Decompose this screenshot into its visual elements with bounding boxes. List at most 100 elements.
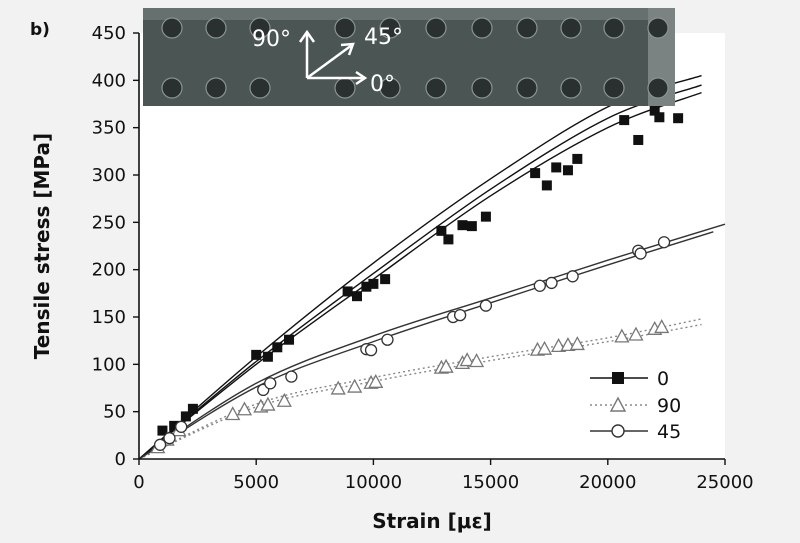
series-0-point-26 [654,112,665,123]
y-tick-label-4: 200 [92,260,126,281]
x-tick-label-3: 15000 [462,472,519,493]
inset-hole-top-2 [249,17,271,39]
series-0-curve-1 [138,84,702,460]
series-0-point-5 [262,351,273,362]
inset-hole-bottom-7 [516,77,538,99]
y-tick-label-1: 50 [103,402,126,423]
series-90-point-8 [330,380,346,395]
series-90-point-25 [654,319,670,334]
inset-photo-frame [143,8,675,106]
inset-hole-top-9 [603,17,625,39]
series-0-point-17 [480,211,491,222]
inset-label-0: 0° [370,72,395,97]
y-tick-label-7: 350 [92,118,126,139]
inset-hole-bottom-5 [425,77,447,99]
legend-item-0: 0 [590,368,669,390]
series-45-point-4 [264,377,277,390]
curves-layer [138,74,726,460]
series-90-point-3 [225,406,241,421]
series-0-point-3 [187,403,198,414]
series-45-point-14 [566,270,579,283]
legend-marker-45 [611,424,625,438]
legend-marker-90 [609,396,627,412]
x-tick-label-5: 25000 [696,472,753,493]
series-0-point-18 [530,168,541,179]
series-0-point-20 [551,162,562,173]
series-0-point-8 [342,286,353,297]
inset-label-90: 90° [252,27,291,52]
x-tick-label-1: 5000 [233,472,279,493]
inset-photo-shade [143,8,675,20]
series-0-point-4 [251,349,262,360]
series-90-point-22 [614,328,630,343]
inset-hole-bottom-10 [647,77,669,99]
series-0-point-23 [619,115,630,126]
series-45-point-7 [364,343,378,357]
series-0-point-21 [562,165,573,176]
series-90-point-11 [368,373,384,388]
legend-label-45: 45 [657,421,681,443]
y-tick-label-5: 250 [92,212,126,233]
series-90-point-9 [347,378,363,393]
series-0-point-27 [673,113,684,124]
panel-label: b) [30,20,50,40]
series-45-point-11 [479,299,493,312]
series-0-point-12 [380,274,391,285]
series-0-point-0 [157,425,168,436]
y-tick-label-2: 100 [92,354,126,375]
orientation-arrows-icon [298,29,368,86]
series-90-point-16 [468,353,485,368]
series-0-point-19 [541,180,552,191]
legend-label-0: 0 [657,368,669,390]
series-0-point-16 [466,221,477,232]
series-45-point-17 [657,236,671,249]
series-0-curve-0 [138,74,702,460]
inset-hole-top-10 [647,17,669,39]
series-45-curve-1 [138,231,714,460]
series-90-point-18 [536,340,553,355]
series-0-point-24 [633,134,644,145]
series-90-point-21 [569,336,585,351]
legend-item-45: 45 [590,421,681,443]
series-45-point-10 [453,308,467,322]
series-90-point-15 [459,352,475,367]
series-0-point-10 [361,281,372,292]
inset-hole-bottom-1 [205,77,227,99]
inset-hole-bottom-0 [161,77,183,99]
legend: 0 90 45 [590,368,681,443]
inset-holes [161,17,669,99]
inset-hole-bottom-8 [560,77,582,99]
series-90-point-4 [236,401,253,416]
series-45-point-16 [634,247,647,260]
inset-hole-top-5 [425,17,447,39]
inset-hole-top-6 [471,17,493,39]
inset-hole-top-3 [334,17,356,39]
series-45-point-8 [381,333,394,346]
series-90-point-23 [628,326,644,341]
series-0-point-7 [284,334,295,345]
series-0-point-13 [436,225,447,236]
x-ticks: 0 5000 10000 15000 20000 25000 [133,459,754,493]
inset-hole-top-8 [560,17,582,39]
series-0-curve-2 [138,91,702,460]
x-tick-label-4: 20000 [579,472,636,493]
series-45-curve-0 [138,223,726,460]
markers-layer [150,105,684,454]
series-0-point-25 [649,105,660,116]
inset-hole-top-4 [379,17,401,39]
series-45-point-5 [285,370,298,383]
inset-hole-bottom-9 [603,77,625,99]
inset-hole-top-0 [161,17,183,39]
specimen-photo-inset: 90° 45° 0° [143,8,675,106]
series-0-point-1 [169,420,180,431]
series-90-point-13 [438,358,454,373]
y-tick-label-9: 450 [92,23,126,44]
x-tick-label-0: 0 [133,472,144,493]
y-axis-title: Tensile stress [MPa] [30,133,54,359]
inset-hole-bottom-4 [379,77,401,99]
series-45-point-2 [175,420,188,433]
series-45-point-12 [533,279,546,292]
y-tick-label-0: 0 [115,449,126,470]
y-ticks: 0 50 100 150 200 250 300 350 400 450 [92,23,139,470]
